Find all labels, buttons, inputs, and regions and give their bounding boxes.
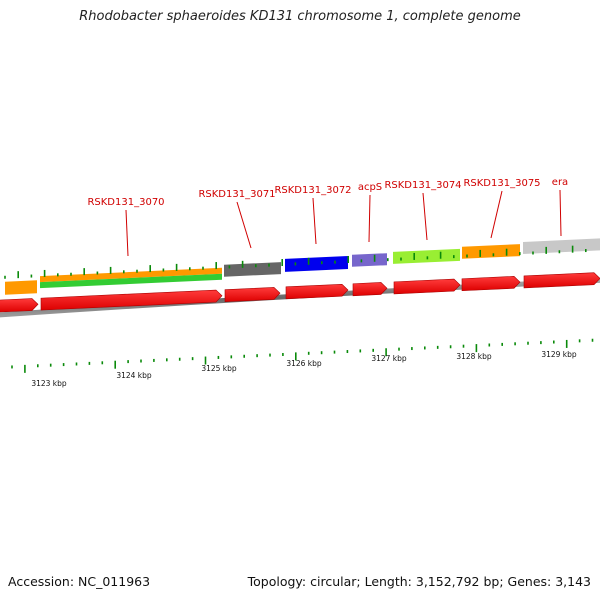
cog-block (523, 238, 600, 254)
cog-block (40, 273, 222, 289)
cog-block (462, 244, 520, 259)
gene-label[interactable]: acpS (358, 182, 382, 193)
kbp-label: 3123 kbp (31, 379, 67, 388)
kbp-label: 3129 kbp (541, 350, 577, 359)
kbp-labels: 3123 kbp 3124 kbp 3125 kbp 3126 kbp 3127 kbp… (31, 350, 577, 388)
accession-text: Accession: NC_011963 (8, 574, 151, 589)
kbp-label: 3124 kbp (116, 371, 152, 380)
cog-block (352, 253, 387, 267)
gc-tick-track-top (4, 245, 587, 279)
gene-label[interactable]: RSKD131_3075 (463, 178, 540, 189)
cds-arrow (224, 287, 281, 302)
gene-label[interactable]: era (552, 177, 568, 188)
gene-label[interactable]: RSKD131_3072 (274, 185, 351, 196)
cog-block (285, 255, 348, 272)
cds-arrow (461, 276, 521, 292)
gene-leader-line (312, 197, 317, 245)
gene-leader-line (559, 189, 562, 237)
gene-leader-line (125, 209, 129, 257)
cog-block (393, 248, 460, 264)
kbp-label: 3126 kbp (286, 359, 322, 368)
kbp-label: 3127 kbp (371, 354, 407, 363)
gene-label[interactable]: RSKD131_3071 (198, 189, 275, 200)
cog-block (224, 262, 281, 277)
cds-track (0, 272, 600, 313)
gene-label[interactable]: RSKD131_3070 (87, 197, 164, 208)
cds-arrow (0, 298, 39, 313)
kbp-label: 3128 kbp (456, 352, 492, 361)
cds-arrow (523, 272, 600, 289)
kbp-label: 3125 kbp (201, 364, 237, 373)
cds-arrow (352, 282, 388, 297)
cds-arrow (285, 283, 349, 300)
scale-tick-track (11, 338, 594, 373)
cog-track (5, 238, 600, 295)
cds-arrow (40, 289, 223, 311)
gene-leader-line (490, 190, 503, 239)
cog-block (40, 267, 222, 283)
gene-leader-line (368, 194, 371, 243)
gene-leader-line (422, 192, 428, 241)
gene-leader-line (236, 201, 252, 249)
map-title: Rhodobacter sphaeroides KD131 chromosome… (79, 9, 521, 24)
gene-label[interactable]: RSKD131_3074 (384, 180, 461, 191)
cds-arrow (393, 278, 461, 295)
cog-block (5, 280, 37, 295)
topology-summary: Topology: circular; Length: 3,152,792 bp… (247, 574, 591, 589)
